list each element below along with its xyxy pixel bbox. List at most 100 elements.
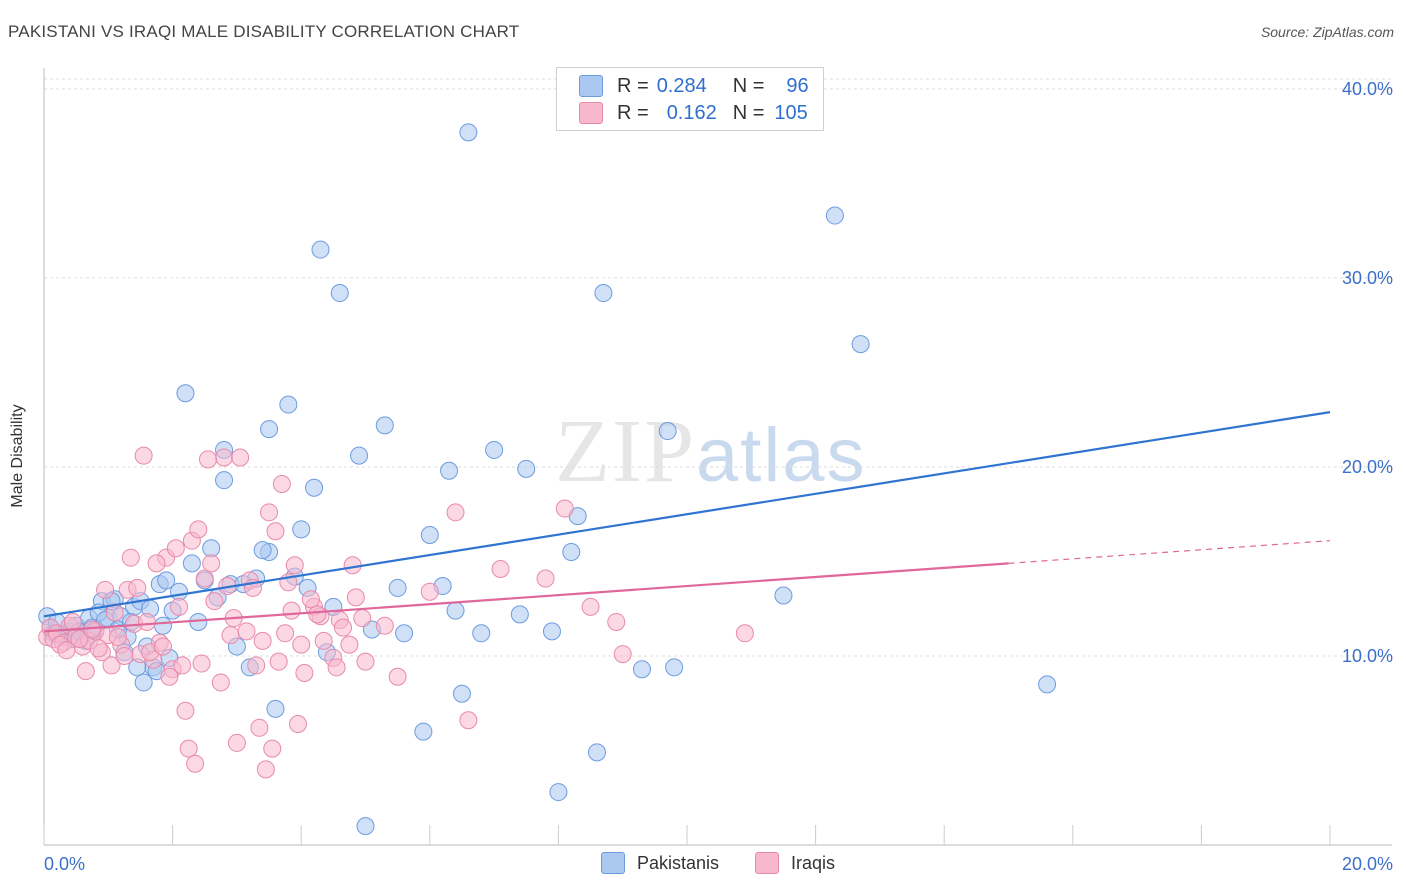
pakistani-point xyxy=(562,543,581,562)
pakistani-point xyxy=(440,461,459,480)
r-value: 0.162 xyxy=(666,101,717,124)
pakistani-point xyxy=(176,384,195,403)
pakistani-point xyxy=(632,660,651,679)
iraqi-point xyxy=(327,658,346,677)
pakistani-point xyxy=(658,422,677,441)
iraqi-point xyxy=(102,656,121,675)
iraqi-point xyxy=(76,662,95,681)
pakistanis-swatch xyxy=(601,852,625,874)
y-tick-label: 10.0% xyxy=(1342,646,1393,666)
iraqi-point xyxy=(153,637,172,656)
pakistani-point xyxy=(202,539,221,558)
iraqis-trend-line xyxy=(43,562,1009,633)
pakistani-point xyxy=(485,440,504,459)
iraqi-point xyxy=(108,628,127,647)
series-legend: Pakistanis Iraqis xyxy=(0,852,1406,878)
iraqi-point xyxy=(256,760,275,779)
iraqi-point xyxy=(260,503,279,522)
pakistani-point xyxy=(452,684,471,703)
pakistani-point xyxy=(587,743,606,762)
iraqi-point xyxy=(215,448,234,467)
n-label: N = xyxy=(732,74,765,97)
iraqi-point xyxy=(581,597,600,616)
iraqi-point xyxy=(170,597,189,616)
iraqi-point xyxy=(263,739,282,758)
n-label: N = xyxy=(732,101,765,124)
iraqi-point xyxy=(176,701,195,720)
iraqi-point xyxy=(491,560,510,579)
iraqi-point xyxy=(237,622,256,641)
iraqi-point xyxy=(555,499,574,518)
iraqi-point xyxy=(137,612,156,631)
pakistani-point xyxy=(134,673,153,692)
iraqi-point xyxy=(446,503,465,522)
iraqis-swatch xyxy=(579,102,603,124)
pakistani-point xyxy=(182,554,201,573)
iraqi-point xyxy=(253,631,272,650)
r-value: 0.284 xyxy=(656,74,707,97)
iraqi-point xyxy=(420,582,439,601)
iraqi-point xyxy=(314,631,333,650)
iraqi-point xyxy=(70,629,89,648)
pakistani-point xyxy=(472,624,491,643)
iraqi-point xyxy=(195,569,214,588)
iraqi-point xyxy=(247,656,266,675)
pakistani-point xyxy=(153,616,172,635)
iraqi-point xyxy=(89,639,108,658)
pakistani-point xyxy=(825,206,844,225)
iraqi-point xyxy=(211,673,230,692)
iraqis-swatch xyxy=(755,852,779,874)
pakistani-point xyxy=(665,658,684,677)
y-tick-label: 30.0% xyxy=(1342,268,1393,288)
pakistani-point xyxy=(510,605,529,624)
stats-legend-row-pakistanis: R = 0.284 N = 96 xyxy=(579,73,809,99)
pakistani-point xyxy=(420,526,439,544)
stats-legend: R = 0.284 N = 96 R = 0.162 N = 105 xyxy=(556,67,824,131)
pakistani-point xyxy=(215,471,234,490)
pakistani-point xyxy=(170,582,189,601)
r-label: R = xyxy=(617,101,649,124)
r-label: R = xyxy=(617,74,649,97)
iraqi-point xyxy=(295,663,314,682)
pakistani-point xyxy=(1038,675,1057,694)
iraqi-point xyxy=(536,569,555,588)
iraqi-point xyxy=(231,448,250,467)
pakistanis-swatch xyxy=(579,75,603,97)
iraqi-point xyxy=(115,646,134,665)
iraqi-point xyxy=(272,474,291,493)
iraqi-point xyxy=(166,539,185,558)
iraqi-point xyxy=(333,618,352,637)
pakistani-point xyxy=(542,622,561,641)
iraqi-point xyxy=(285,556,304,575)
pakistani-point xyxy=(305,478,324,497)
legend-label-pakistanis: Pakistanis xyxy=(637,852,720,873)
iraqi-point xyxy=(227,733,246,752)
pakistani-point xyxy=(330,284,349,303)
iraqi-point xyxy=(375,616,394,635)
pakistani-point xyxy=(414,722,433,741)
iraqi-point xyxy=(147,554,166,573)
iraqi-point xyxy=(173,656,192,675)
pakistani-point xyxy=(388,578,407,597)
iraqi-point xyxy=(282,601,301,620)
iraqi-point xyxy=(160,667,179,686)
iraqi-point xyxy=(356,652,375,671)
iraqi-point xyxy=(301,590,320,609)
pakistani-point xyxy=(260,420,279,439)
iraqi-point xyxy=(57,641,76,660)
iraqi-point xyxy=(292,635,311,654)
source-note: Source: ZipAtlas.com xyxy=(1260,24,1394,40)
iraqi-point xyxy=(340,635,359,654)
iraqi-point xyxy=(189,520,208,539)
iraqi-point xyxy=(459,711,478,730)
pakistani-point xyxy=(292,520,311,539)
iraqi-point xyxy=(308,605,327,624)
stats-legend-row-iraqis: R = 0.162 N = 105 xyxy=(579,100,808,126)
pakistani-point xyxy=(311,240,330,259)
pakistani-point xyxy=(774,586,793,605)
iraqi-point xyxy=(607,612,626,631)
iraqi-point xyxy=(121,548,140,567)
iraqi-point xyxy=(353,609,372,628)
iraqi-point xyxy=(613,645,632,664)
iraqi-point xyxy=(346,588,365,607)
